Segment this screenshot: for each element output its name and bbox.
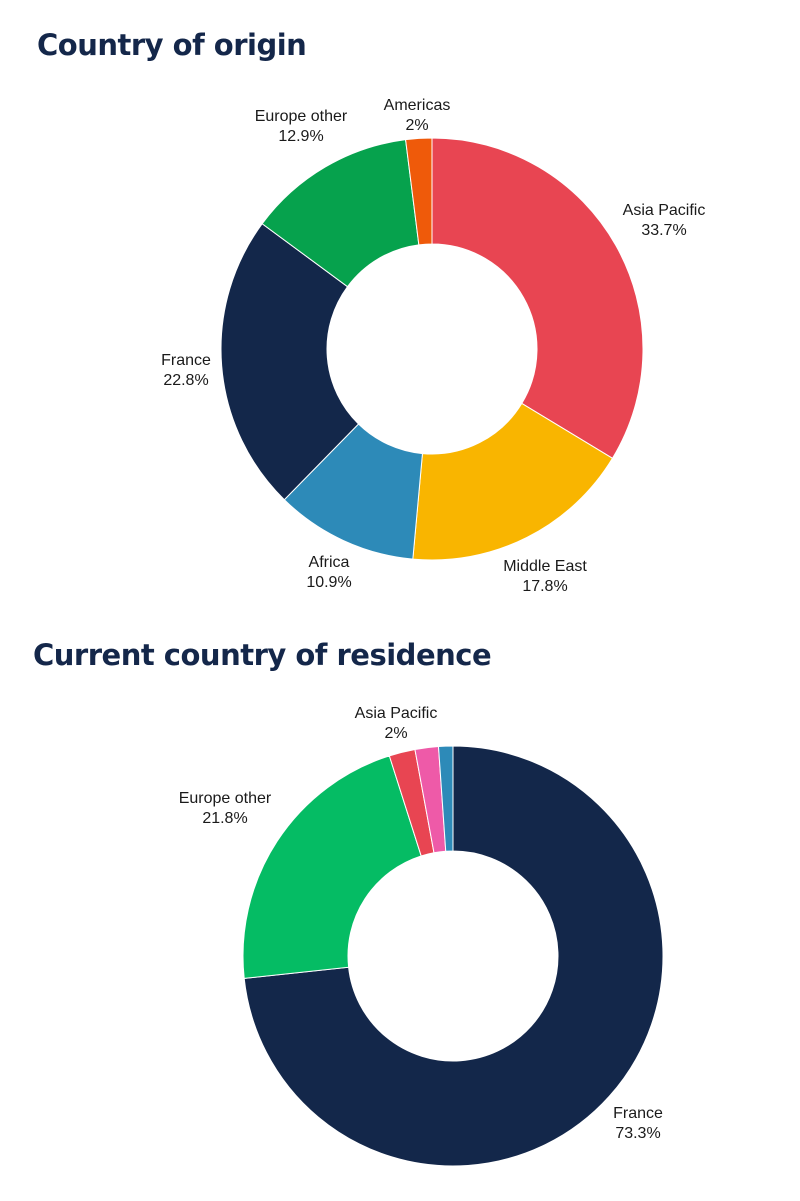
slice-percentage: 17.8% bbox=[522, 578, 567, 595]
slice-percentage: 22.8% bbox=[163, 372, 208, 389]
slice-category-name: Asia Pacific bbox=[623, 202, 706, 219]
donut-chart-country-of-origin: Asia Pacific 33.7% Middle East 17.8% Africa 1… bbox=[161, 97, 706, 595]
slice-france bbox=[243, 745, 664, 1167]
slice-percentage: 10.9% bbox=[306, 574, 351, 591]
slice-percentage: 2% bbox=[384, 725, 407, 742]
slice-label-middle-east: Middle East 17.8% bbox=[503, 558, 587, 595]
slice-label-europe-other: Europe other 21.8% bbox=[179, 790, 272, 827]
slice-category-name: Europe other bbox=[179, 790, 272, 807]
slice-label-france: France 22.8% bbox=[161, 352, 211, 389]
slice-france bbox=[220, 223, 360, 501]
slice-minor-4 bbox=[437, 745, 454, 852]
slice-americas bbox=[405, 137, 433, 246]
slice-europe-other bbox=[242, 755, 422, 979]
slice-asia-pacific bbox=[431, 137, 644, 459]
chart-title-country-of-origin: Country of origin bbox=[37, 28, 307, 62]
slice-percentage: 12.9% bbox=[278, 128, 323, 145]
slice-category-name: Middle East bbox=[503, 558, 587, 575]
slice-europe-other bbox=[261, 139, 420, 288]
slice-label-france: France 73.3% bbox=[613, 1105, 663, 1142]
slice-percentage: 33.7% bbox=[641, 222, 686, 239]
slice-category-name: Africa bbox=[309, 554, 350, 571]
slice-label-europe-other: Europe other 12.9% bbox=[255, 108, 348, 145]
slice-category-name: Americas bbox=[384, 97, 451, 114]
chart-title-current-residence: Current country of residence bbox=[33, 638, 492, 672]
slice-percentage: 2% bbox=[405, 117, 428, 134]
slice-label-africa: Africa 10.9% bbox=[306, 554, 351, 591]
slice-category-name: Europe other bbox=[255, 108, 348, 125]
slice-percentage: 73.3% bbox=[615, 1125, 660, 1142]
slice-middle-east bbox=[412, 402, 614, 561]
slice-label-asia-pacific: Asia Pacific 33.7% bbox=[623, 202, 706, 239]
slice-label-asia-pacific: Asia Pacific 2% bbox=[355, 705, 438, 742]
slice-category-name: France bbox=[161, 352, 211, 369]
slice-category-name: France bbox=[613, 1105, 663, 1122]
slice-category-name: Asia Pacific bbox=[355, 705, 438, 722]
slice-label-americas: Americas 2% bbox=[384, 97, 451, 134]
slice-percentage: 21.8% bbox=[202, 810, 247, 827]
